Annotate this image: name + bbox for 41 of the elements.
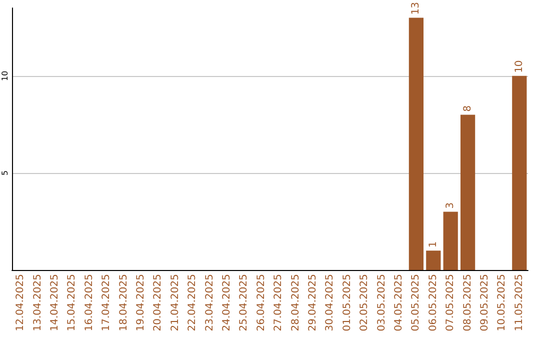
x-tick-label: 23.04.2025 <box>204 274 216 332</box>
x-tick-label: 22.04.2025 <box>187 274 198 332</box>
x-tick-label: 05.05.2025 <box>410 274 422 332</box>
x-tick-label: 29.04.2025 <box>308 274 318 332</box>
x-tick-label: 12.04.2025 <box>15 274 26 332</box>
y-tick-label: 5 <box>0 170 10 176</box>
x-tick-label: 06.05.2025 <box>428 274 439 332</box>
x-tick-label: 07.05.2025 <box>445 274 456 332</box>
bar <box>512 76 527 270</box>
x-tick-label: 10.05.2025 <box>496 274 508 332</box>
x-tick-label: 13.04.2025 <box>32 274 44 332</box>
x-tick-label: 21.04.2025 <box>170 274 181 332</box>
x-tick-label: 25.04.2025 <box>238 274 250 332</box>
x-tick-label: 20.04.2025 <box>152 274 164 332</box>
bar <box>426 250 441 270</box>
x-tick-label: 11.05.2025 <box>514 274 525 332</box>
x-tick-label: 01.05.2025 <box>342 274 353 332</box>
x-tick-label: 17.04.2025 <box>101 274 112 332</box>
x-tick-label: 18.04.2025 <box>118 274 130 332</box>
x-tick-label: 26.04.2025 <box>256 274 267 332</box>
x-tick-label: 08.05.2025 <box>462 274 474 332</box>
x-tick-label: 30.04.2025 <box>324 274 336 332</box>
x-tick-label: 28.04.2025 <box>290 274 302 332</box>
data-label: 8 <box>462 105 474 112</box>
x-tick-label: 04.05.2025 <box>394 274 404 332</box>
x-tick-label: 16.04.2025 <box>84 274 95 332</box>
bar <box>460 114 476 270</box>
x-tick-label: 09.05.2025 <box>480 274 490 332</box>
data-label: 3 <box>445 202 456 209</box>
bar <box>443 212 458 270</box>
x-tick-label: 02.05.2025 <box>359 274 370 332</box>
data-label: 13 <box>410 2 422 15</box>
x-tick-label: 24.04.2025 <box>222 274 232 332</box>
bar <box>408 18 424 270</box>
data-label: 1 <box>428 241 439 248</box>
x-tick-label: 03.05.2025 <box>376 274 388 332</box>
x-tick-label: 27.04.2025 <box>273 274 284 332</box>
x-tick-label: 14.04.2025 <box>50 274 60 332</box>
x-tick-label: 19.04.2025 <box>136 274 146 332</box>
x-tick-label: 15.04.2025 <box>66 274 78 332</box>
data-label: 10 <box>514 60 525 73</box>
